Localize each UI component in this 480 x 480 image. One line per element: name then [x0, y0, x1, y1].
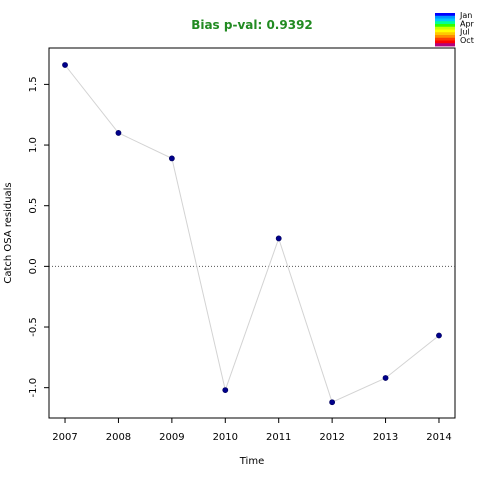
x-tick-label: 2009	[159, 432, 184, 443]
legend-swatch	[435, 40, 455, 44]
legend-swatch	[435, 24, 455, 28]
series-line	[64, 64, 440, 403]
chart-title: Bias p-val: 0.9392	[191, 18, 313, 32]
residual-series	[62, 62, 442, 406]
y-tick-label: -1.0	[28, 378, 39, 398]
legend-swatch	[435, 26, 455, 30]
x-tick-label: 2010	[213, 432, 238, 443]
y-tick-label: 0.0	[28, 258, 39, 274]
y-axis-label: Catch OSA residuals	[3, 182, 14, 283]
legend-swatch	[435, 18, 455, 22]
x-tick-label: 2014	[426, 432, 451, 443]
y-tick-label: 0.5	[28, 198, 39, 214]
legend-swatch	[435, 29, 455, 33]
legend-swatch	[435, 13, 455, 17]
x-tick-label: 2011	[266, 432, 291, 443]
legend-swatch	[435, 32, 455, 36]
x-axis: 2007 2008 2009 2010 2011 2012 2013 2014	[52, 418, 452, 443]
legend-swatch	[435, 35, 455, 39]
y-axis: -1.0 -0.5 0.0 0.5 1.0 1.5	[28, 76, 49, 397]
data-point	[168, 155, 175, 162]
legend-label: Oct	[460, 36, 474, 45]
y-tick-label: 1.0	[28, 137, 39, 153]
y-tick-label: -0.5	[28, 317, 39, 337]
x-axis-label: Time	[239, 456, 264, 467]
x-tick-label: 2008	[106, 432, 131, 443]
data-point	[275, 235, 282, 242]
legend-label: Jul	[459, 28, 470, 37]
x-tick-label: 2007	[52, 432, 77, 443]
legend-label: Apr	[460, 19, 475, 28]
x-tick-label: 2012	[319, 432, 344, 443]
plot-frame	[48, 47, 456, 419]
legend-swatch	[435, 21, 455, 25]
data-point	[222, 387, 229, 393]
legend-swatch	[435, 15, 455, 19]
x-tick-label: 2013	[373, 432, 398, 443]
legend-label: Jan	[459, 11, 472, 20]
data-point	[436, 332, 442, 339]
data-point	[115, 130, 122, 136]
legend-swatch	[435, 43, 455, 47]
data-point	[329, 399, 336, 406]
data-point	[382, 375, 389, 381]
data-point	[62, 62, 68, 68]
legend-swatch	[435, 37, 455, 41]
y-tick-label: 1.5	[28, 76, 39, 92]
